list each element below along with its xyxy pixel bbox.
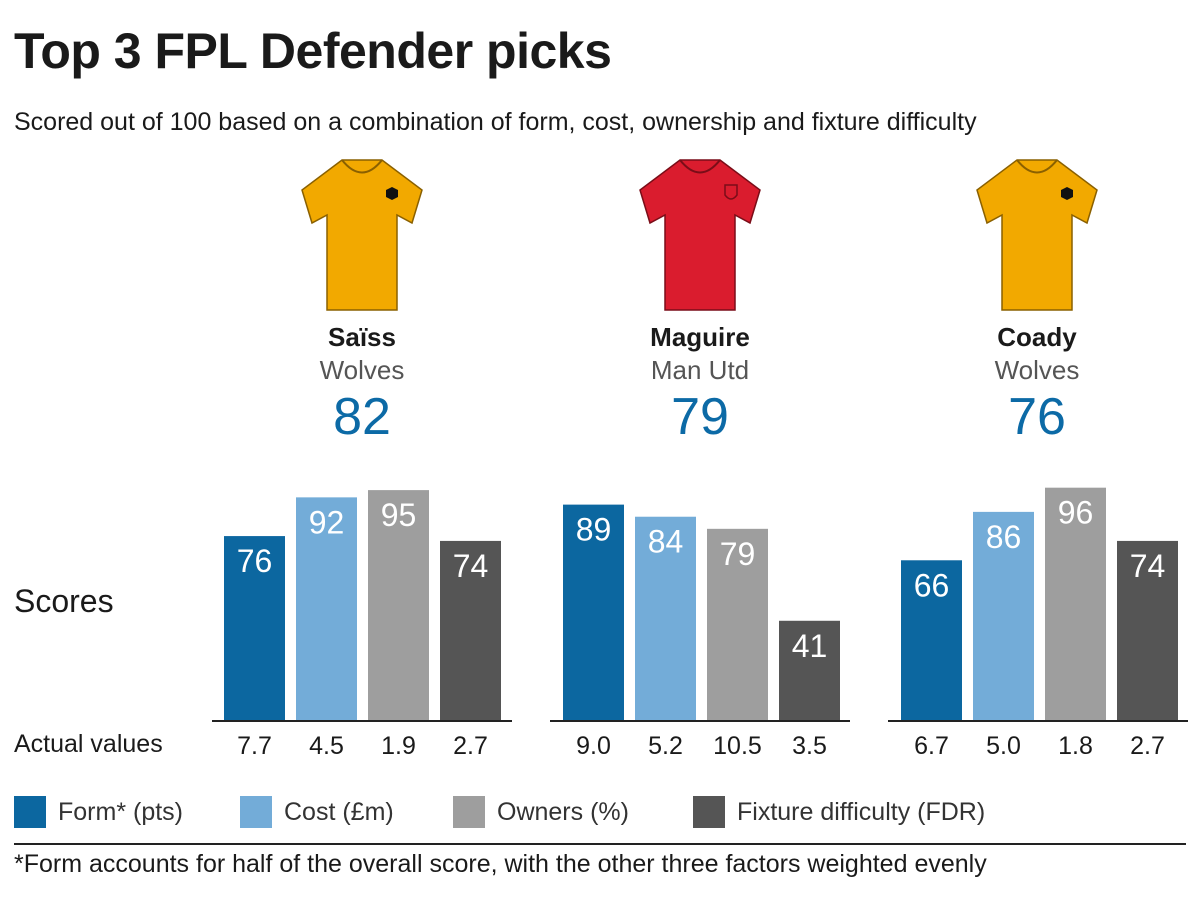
- bar: [973, 511, 1034, 720]
- bar-value-label: 74: [453, 548, 489, 584]
- legend-swatch: [240, 796, 272, 828]
- bar-group: 76 7.7 92 4.5 95 1.9 74 2.7: [212, 490, 512, 760]
- bar-value-label: 86: [986, 519, 1022, 555]
- bar-value-label: 79: [720, 536, 756, 572]
- bar-value-label: 74: [1130, 548, 1166, 584]
- bar: [224, 536, 285, 720]
- actual-value-label: 10.5: [713, 732, 762, 760]
- bar: [1117, 540, 1178, 720]
- legend-swatch: [693, 796, 725, 828]
- legend-swatch: [14, 796, 46, 828]
- player-card-maguire: Maguire Man Utd 79: [580, 155, 820, 447]
- player-card-saiss: Saïss Wolves 82: [242, 155, 482, 447]
- bar-value-label: 41: [792, 628, 828, 664]
- shirt-icon: [301, 159, 423, 311]
- actual-value-label: 1.8: [1058, 732, 1093, 760]
- actual-values-label: Actual values: [14, 730, 163, 758]
- actual-value-label: 9.0: [576, 732, 611, 760]
- player-score: 79: [671, 388, 729, 446]
- player-name: Saïss: [328, 322, 396, 352]
- player-score: 76: [1008, 388, 1066, 446]
- chart-title: Top 3 FPL Defender picks: [14, 23, 612, 79]
- bar: [901, 560, 962, 720]
- player-name: Maguire: [650, 322, 750, 352]
- player-card-coady: Coady Wolves 76: [917, 155, 1157, 447]
- legend-item-fdr: Fixture difficulty (FDR): [693, 795, 985, 829]
- chart-subtitle: Scored out of 100 based on a combination…: [14, 108, 977, 136]
- bar-value-label: 96: [1058, 495, 1094, 531]
- actual-value-label: 3.5: [792, 732, 827, 760]
- legend-label: Form* (pts): [58, 797, 183, 826]
- legend-swatch: [453, 796, 485, 828]
- legend-item-cost: Cost (£m): [240, 795, 394, 829]
- bar: [563, 504, 624, 720]
- actual-value-label: 2.7: [453, 732, 488, 760]
- footnote: *Form accounts for half of the overall s…: [14, 850, 987, 878]
- actual-value-label: 5.2: [648, 732, 683, 760]
- actual-value-label: 7.7: [237, 732, 272, 760]
- legend-label: Owners (%): [497, 797, 629, 826]
- player-team: Wolves: [994, 355, 1080, 385]
- bar: [296, 497, 357, 720]
- bar-value-label: 76: [237, 543, 273, 579]
- bar-group: 89 9.0 84 5.2 79 10.5 41 3.5: [550, 504, 850, 760]
- bar-value-label: 84: [648, 524, 684, 560]
- player-team: Man Utd: [650, 355, 750, 385]
- bar-value-label: 66: [914, 567, 950, 603]
- bar-value-label: 95: [381, 497, 417, 533]
- actual-value-label: 1.9: [381, 732, 416, 760]
- actual-value-label: 4.5: [309, 732, 344, 760]
- shirt-icon: [639, 159, 761, 311]
- legend-label: Fixture difficulty (FDR): [737, 797, 986, 826]
- bar: [368, 490, 429, 720]
- legend-item-owners: Owners (%): [453, 795, 629, 829]
- actual-value-label: 2.7: [1130, 732, 1165, 760]
- player-name: Coady: [997, 322, 1077, 352]
- actual-value-label: 5.0: [986, 732, 1021, 760]
- bar-group: 66 6.7 86 5.0 96 1.8 74 2.7: [888, 487, 1188, 760]
- player-score: 82: [333, 388, 391, 446]
- bar: [440, 540, 501, 720]
- bar: [635, 516, 696, 720]
- player-team: Wolves: [319, 355, 405, 385]
- bar-value-label: 89: [576, 512, 612, 548]
- bar: [707, 528, 768, 720]
- scores-axis-label: Scores: [14, 583, 114, 619]
- bar: [779, 620, 840, 720]
- actual-value-label: 6.7: [914, 732, 949, 760]
- legend-item-form: Form* (pts): [14, 795, 183, 829]
- footnote-divider: [14, 843, 1186, 845]
- legend-label: Cost (£m): [284, 797, 394, 826]
- bar: [1045, 487, 1106, 720]
- bar-value-label: 92: [309, 504, 345, 540]
- shirt-icon: [976, 159, 1098, 311]
